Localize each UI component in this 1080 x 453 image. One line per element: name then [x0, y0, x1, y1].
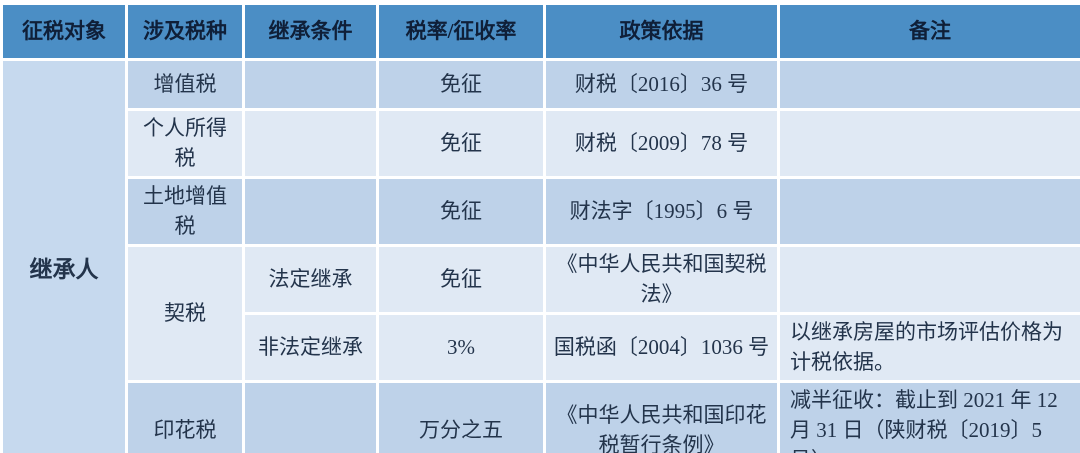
cell-remark: 以继承房屋的市场评估价格为计税依据。: [777, 311, 1080, 383]
table-row: 个人所得税 免征 财税〔2009〕78 号: [2, 108, 1080, 179]
cell-policy-basis: 财法字〔1995〕6 号: [543, 175, 780, 247]
cell-policy-basis: 《中华人民共和国契税法》: [543, 243, 780, 315]
cell-inherit-condition: [242, 58, 379, 111]
cell-tax-type: 印花税: [125, 379, 245, 453]
cell-inherit-condition: [242, 108, 379, 179]
cell-tax-rate: 免征: [376, 243, 546, 315]
cell-tax-type: 增值税: [125, 58, 245, 111]
cell-remark: 减半征收：截止到 2021 年 12 月 31 日（陕财税〔2019〕5 号）: [777, 379, 1080, 453]
cell-policy-basis: 财税〔2009〕78 号: [543, 108, 780, 179]
table-row: 继承人 增值税 免征 财税〔2016〕36 号: [0, 58, 1080, 453]
cell-tax-rate: 免征: [376, 108, 546, 179]
header-row: 征税对象 涉及税种 继承条件 税率/征收率 政策依据 备注: [0, 2, 1080, 61]
header-tax-type: 涉及税种: [125, 2, 245, 61]
cell-inherit-condition: 法定继承: [242, 243, 379, 315]
cell-tax-type: 个人所得税: [125, 108, 245, 179]
table-row: 印花税 万分之五 《中华人民共和国印花税暂行条例》 减半征收：截止到 2021 …: [2, 379, 1080, 453]
cell-remark: [777, 175, 1080, 247]
cell-tax-type-deed-tax: 契税: [125, 243, 245, 383]
cell-remark: [777, 108, 1080, 179]
cell-tax-rate: 万分之五: [376, 379, 546, 453]
table-row: 土地增值税 免征 财法字〔1995〕6 号: [2, 175, 1080, 247]
cell-inherit-condition: [242, 175, 379, 247]
table-row: 非法定继承 3% 国税函〔2004〕1036 号 以继承房屋的市场评估价格为计税…: [2, 311, 1080, 383]
cell-tax-rate: 免征: [376, 58, 546, 111]
header-policy-basis: 政策依据: [543, 2, 780, 61]
cell-policy-basis: 《中华人民共和国印花税暂行条例》: [543, 379, 780, 453]
cell-remark: [777, 243, 1080, 315]
header-tax-subject: 征税对象: [0, 2, 128, 61]
table-row: 契税 法定继承 免征 《中华人民共和国契税法》: [2, 243, 1080, 383]
cell-tax-rate: 3%: [376, 311, 546, 383]
cell-inherit-condition: [242, 379, 379, 453]
header-tax-rate: 税率/征收率: [376, 2, 546, 61]
cell-policy-basis: 国税函〔2004〕1036 号: [543, 311, 780, 383]
cell-subject-heir: 继承人: [0, 58, 128, 453]
header-inherit-condition: 继承条件: [242, 2, 379, 61]
cell-remark: [777, 58, 1080, 111]
cell-tax-type: 土地增值税: [125, 175, 245, 247]
cell-policy-basis: 财税〔2016〕36 号: [543, 58, 780, 111]
cell-inherit-condition: 非法定继承: [242, 311, 379, 383]
header-remark: 备注: [777, 2, 1080, 61]
cell-tax-rate: 免征: [376, 175, 546, 247]
